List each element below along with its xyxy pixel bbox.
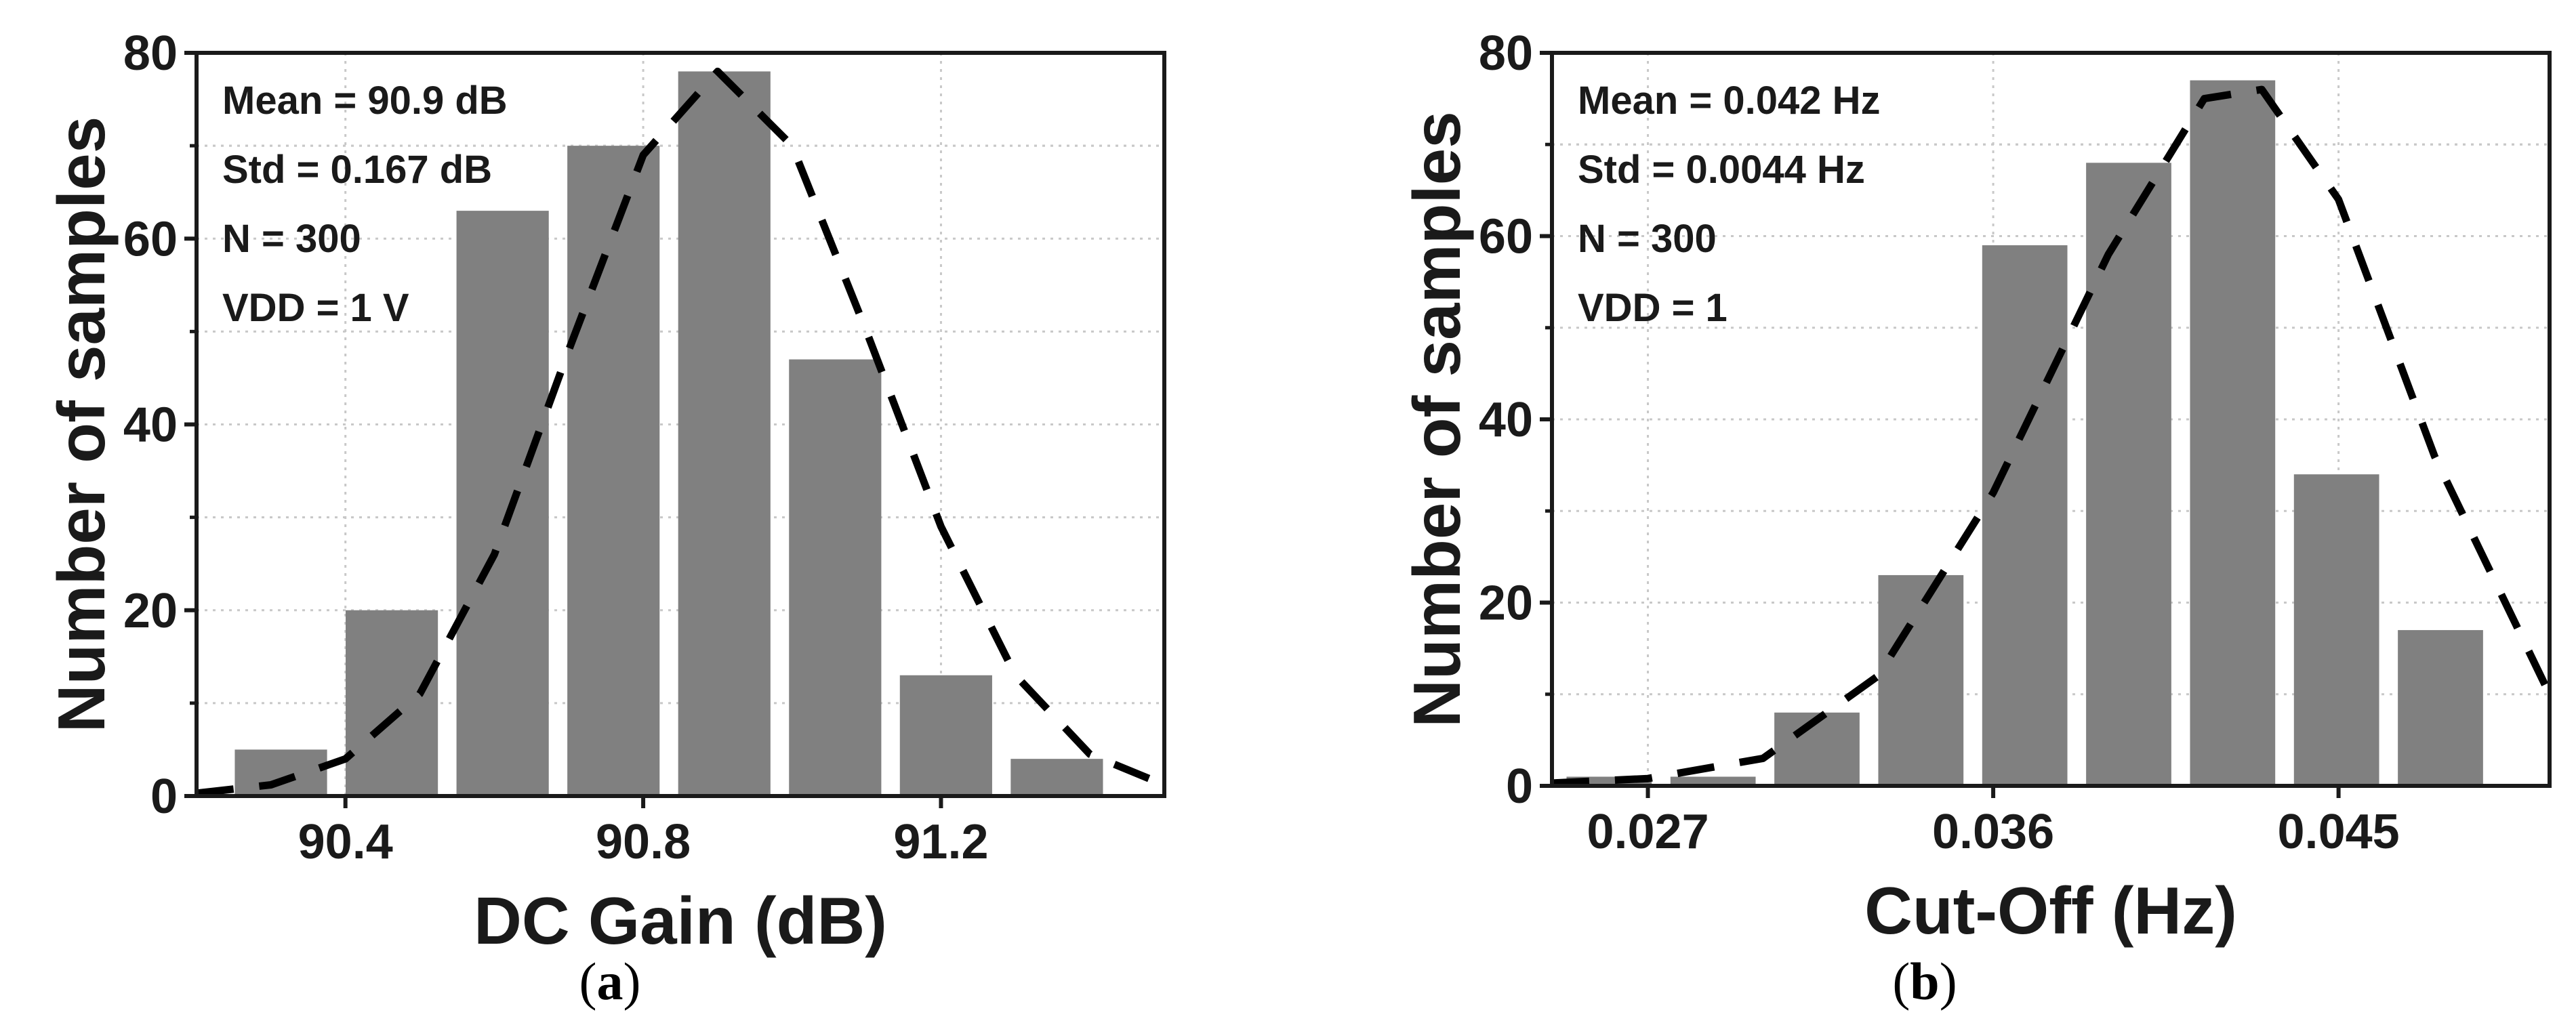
x-tick-label: 0.027 bbox=[1587, 805, 1709, 859]
annotation-mean: Mean = 0.042 Hz bbox=[1578, 79, 1881, 123]
x-axis-title: DC Gain (dB) bbox=[474, 883, 887, 958]
y-axis-title: Number of samples bbox=[44, 117, 119, 732]
y-tick-label: 40 bbox=[123, 398, 178, 453]
fit-curve bbox=[196, 67, 1166, 797]
annotations: Mean = 90.9 dB Std = 0.167 dB N = 300 VD… bbox=[222, 79, 508, 330]
gridlines bbox=[197, 53, 1164, 796]
bar bbox=[678, 71, 771, 796]
annotation-vdd: VDD = 1 V bbox=[222, 286, 409, 330]
bar bbox=[1010, 759, 1103, 796]
fit-curve bbox=[1551, 85, 2553, 787]
annotation-mean: Mean = 90.9 dB bbox=[222, 79, 508, 123]
bars bbox=[1566, 80, 2483, 787]
panel-caption-letter: a bbox=[597, 952, 623, 1011]
x-tick-label: 0.036 bbox=[1932, 805, 2054, 859]
y-tick-label: 60 bbox=[1479, 210, 1533, 264]
bar bbox=[456, 211, 549, 796]
y-ticks: 0 20 40 60 80 bbox=[1479, 26, 1552, 814]
bar bbox=[346, 610, 438, 796]
y-tick-label: 20 bbox=[123, 584, 178, 638]
bar bbox=[2190, 80, 2276, 787]
annotation-std: Std = 0.167 dB bbox=[222, 148, 492, 192]
bar bbox=[2398, 630, 2483, 786]
y-tick-label: 60 bbox=[123, 212, 178, 266]
annotation-std: Std = 0.0044 Hz bbox=[1578, 148, 1865, 192]
y-tick-label: 20 bbox=[1479, 577, 1533, 631]
annotations: Mean = 0.042 Hz Std = 0.0044 Hz N = 300 … bbox=[1578, 79, 1881, 330]
bar bbox=[2293, 474, 2379, 786]
bar bbox=[2086, 163, 2171, 787]
annotation-vdd: VDD = 1 bbox=[1578, 286, 1727, 330]
y-tick-label: 80 bbox=[1479, 26, 1533, 81]
y-ticks: 0 20 40 60 80 bbox=[123, 26, 197, 824]
bar bbox=[1774, 712, 1860, 786]
bar bbox=[234, 749, 327, 796]
x-tick-label: 0.045 bbox=[2278, 805, 2400, 859]
x-tick-label: 91.2 bbox=[893, 815, 988, 869]
bar bbox=[1878, 574, 1964, 786]
bar bbox=[1982, 245, 2068, 786]
x-ticks: 90.4 90.8 91.2 bbox=[298, 796, 989, 869]
chart-panel-b: 0 20 40 60 80 0.027 0.036 0.045 Mean = 0.042 H… bbox=[1399, 26, 2553, 1011]
x-tick-label: 90.4 bbox=[298, 815, 393, 869]
panel-caption: (a) bbox=[579, 952, 641, 1011]
y-tick-label: 40 bbox=[1479, 393, 1533, 447]
bars bbox=[234, 71, 1103, 796]
chart-panel-a: 0 20 40 60 80 90.4 90.8 91.2 Mean = 90.9 dB St… bbox=[44, 26, 1166, 1011]
panel-caption-letter: b bbox=[1910, 952, 1939, 1011]
x-tick-label: 90.8 bbox=[596, 815, 691, 869]
bar bbox=[899, 675, 992, 796]
y-tick-label: 80 bbox=[123, 26, 178, 81]
bar bbox=[1670, 776, 1756, 786]
y-tick-label: 0 bbox=[150, 770, 178, 824]
y-tick-label: 0 bbox=[1506, 759, 1533, 814]
panel-caption: (b) bbox=[1892, 952, 1957, 1011]
annotation-n: N = 300 bbox=[222, 217, 361, 261]
bar bbox=[567, 146, 660, 796]
y-axis-title: Number of samples bbox=[1399, 111, 1474, 727]
bar bbox=[789, 359, 882, 796]
x-ticks: 0.027 0.036 0.045 bbox=[1587, 786, 2400, 859]
annotation-n: N = 300 bbox=[1578, 217, 1717, 261]
x-axis-title: Cut-Off (Hz) bbox=[1864, 873, 2237, 948]
